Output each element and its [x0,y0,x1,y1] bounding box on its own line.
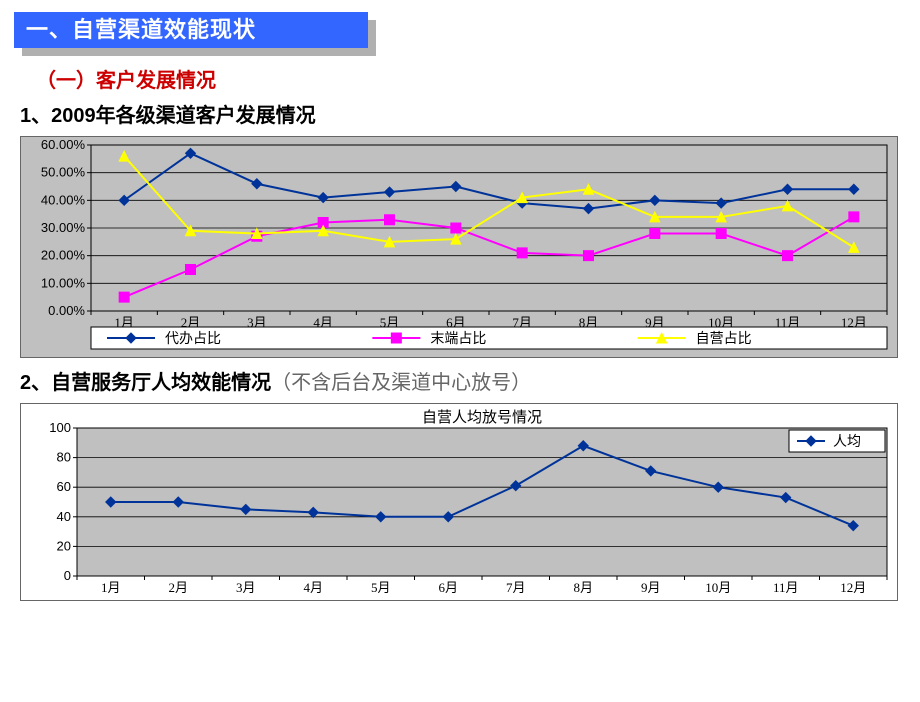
svg-text:50.00%: 50.00% [41,165,86,180]
svg-text:40.00%: 40.00% [41,192,86,207]
svg-text:自营人均放号情况: 自营人均放号情况 [422,409,542,426]
svg-text:12月: 12月 [840,580,866,595]
subhead-2-note: （不含后台及渠道中心放号） [271,372,531,394]
chart2-svg: 0 20 40 60 80 100 1月 2月 3月 4月 5月 6月 7月 8月 9月 10月 11月 12月 自… [21,404,897,600]
svg-text:20.00%: 20.00% [41,248,86,263]
svg-text:10.00%: 10.00% [41,275,86,290]
title-banner: 一、自营渠道效能现状 [14,12,376,56]
svg-text:60.00%: 60.00% [41,137,86,152]
svg-text:80: 80 [57,450,71,465]
svg-text:末端占比: 末端占比 [430,331,486,347]
svg-text:9月: 9月 [641,580,661,595]
chart2-box: 0 20 40 60 80 100 1月 2月 3月 4月 5月 6月 7月 8月 9月 10月 11月 12月 自… [20,403,898,601]
svg-text:30.00%: 30.00% [41,220,86,235]
banner-front: 一、自营渠道效能现状 [14,12,368,48]
chart1-box: 0.00% 10.00% 20.00% 30.00% 40.00% 50.00% 60.00… [20,136,898,358]
svg-text:7月: 7月 [506,580,526,595]
subhead-2: 2、自营服务厅人均效能情况（不含后台及渠道中心放号） [20,366,920,395]
svg-text:代办占比: 代办占比 [165,331,221,347]
svg-text:3月: 3月 [236,580,256,595]
svg-text:60: 60 [57,479,71,494]
svg-text:11月: 11月 [773,580,799,595]
svg-text:自营占比: 自营占比 [696,331,752,347]
subhead-2-main: 2、自营服务厅人均效能情况 [20,372,271,394]
svg-text:40: 40 [57,509,71,524]
svg-text:10月: 10月 [705,580,731,595]
svg-text:20: 20 [57,538,71,553]
svg-text:4月: 4月 [303,580,323,595]
svg-text:人均: 人均 [833,434,861,450]
svg-text:100: 100 [49,420,71,435]
svg-text:8月: 8月 [573,580,593,595]
svg-text:0.00%: 0.00% [48,303,85,318]
svg-text:0: 0 [64,568,71,583]
svg-text:6月: 6月 [438,580,458,595]
subhead-red: （一）客户发展情况 [36,64,920,93]
subhead-1: 1、2009年各级渠道客户发展情况 [20,99,920,128]
svg-text:1月: 1月 [101,580,121,595]
chart1-svg: 0.00% 10.00% 20.00% 30.00% 40.00% 50.00% 60.00… [21,137,897,357]
svg-text:2月: 2月 [168,580,188,595]
svg-text:5月: 5月 [371,580,391,595]
